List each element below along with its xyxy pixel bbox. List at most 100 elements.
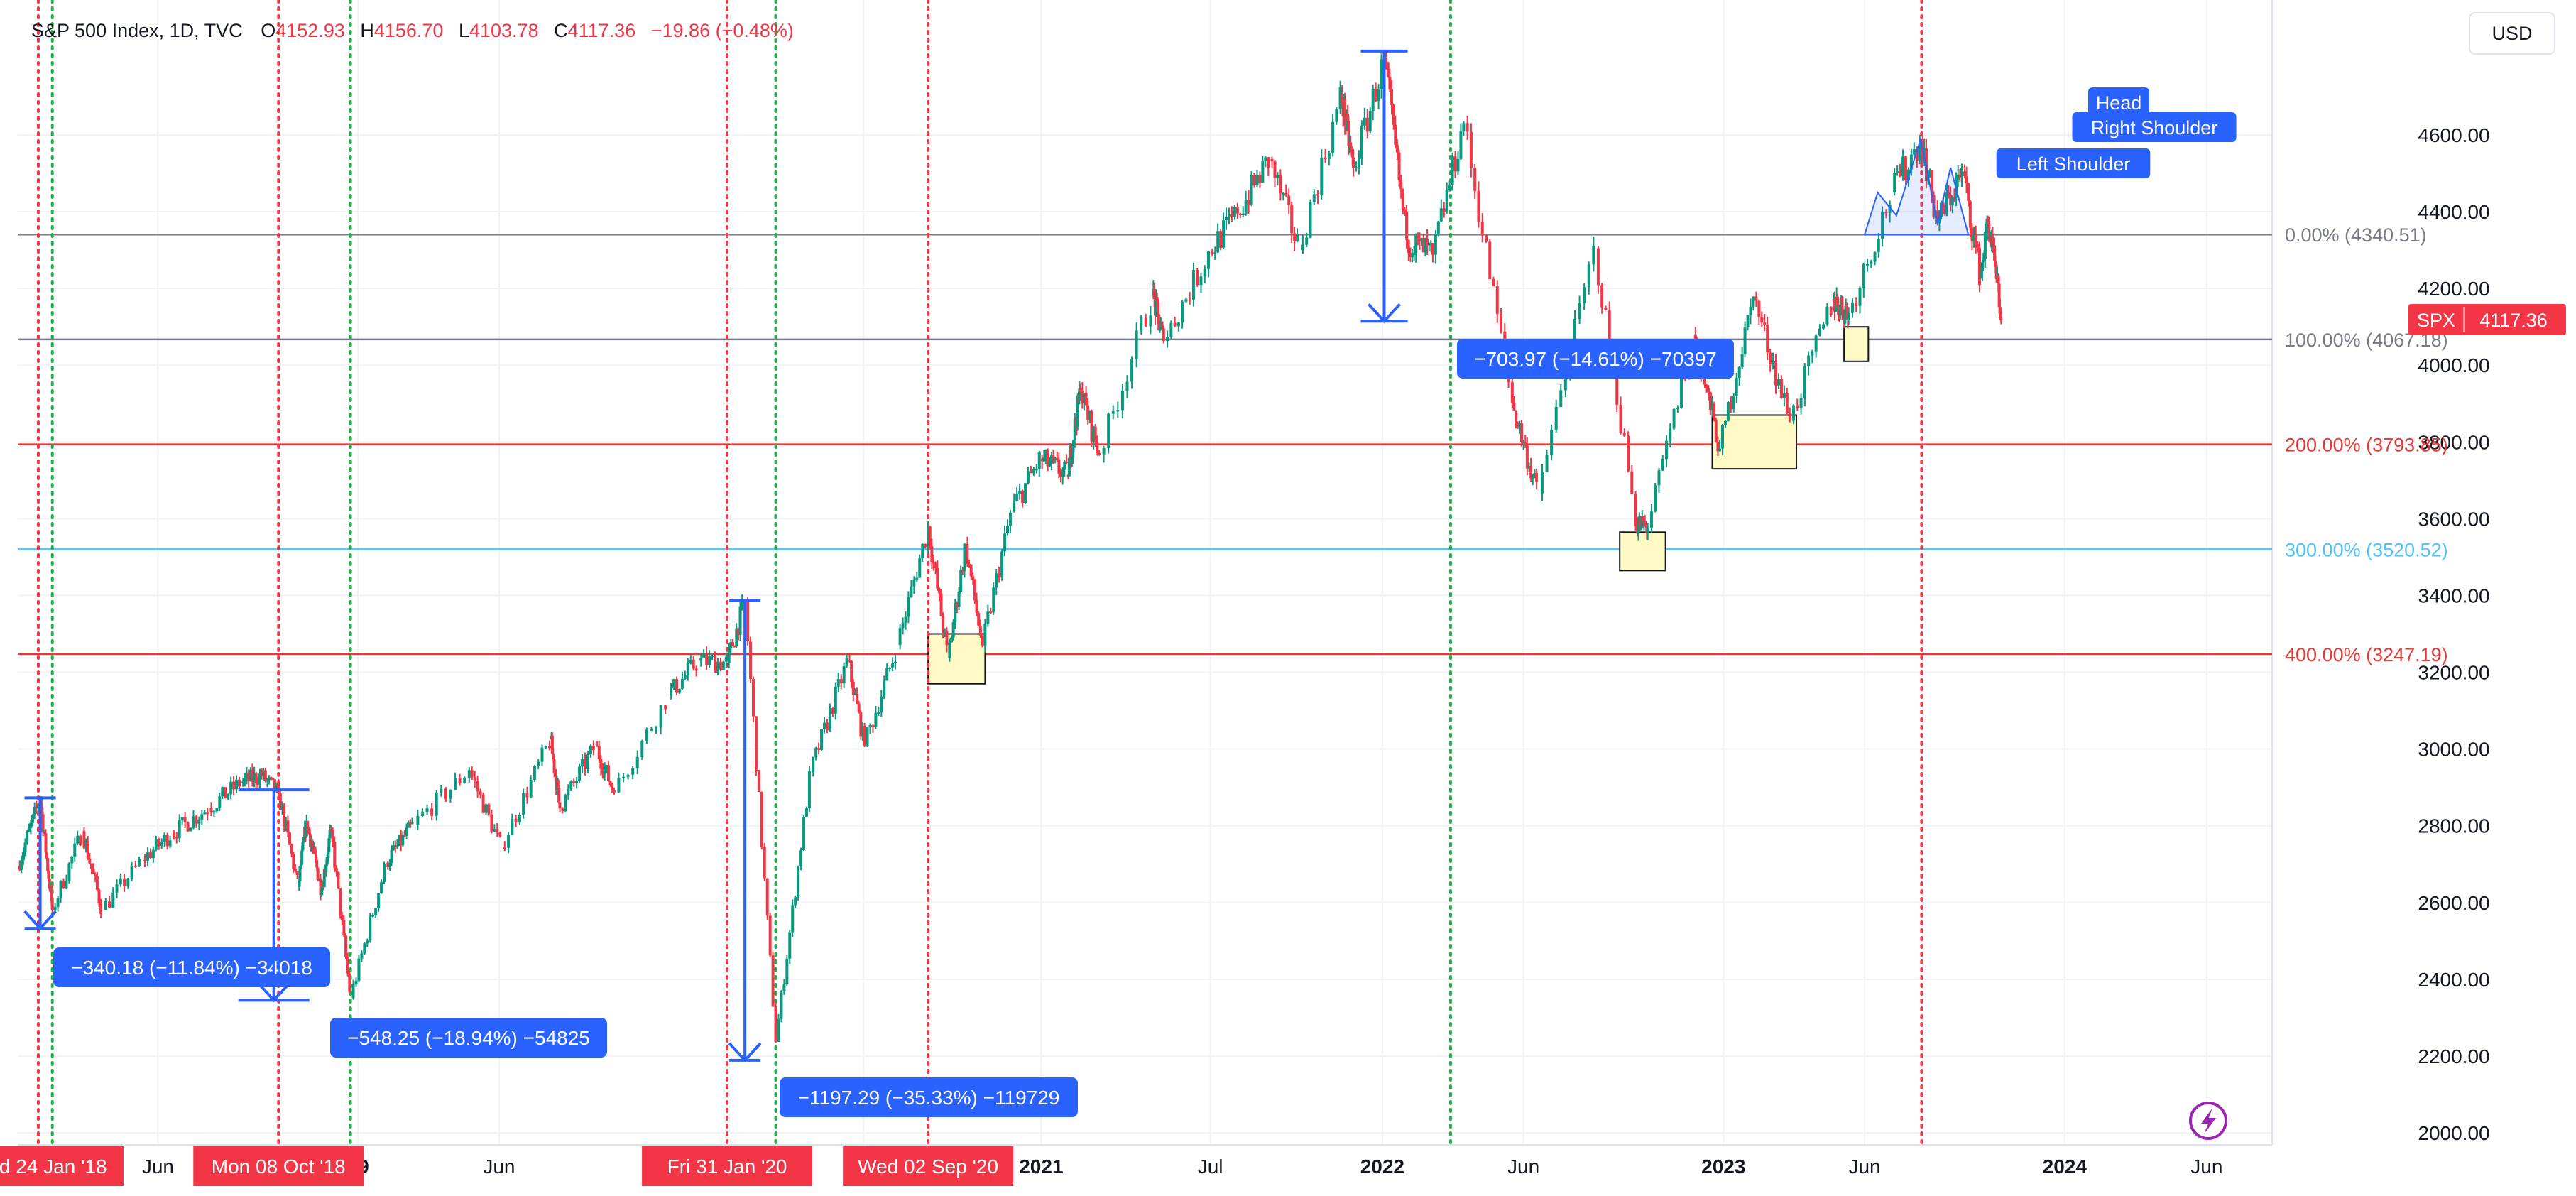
candle-body: [315, 859, 319, 868]
candle-body: [1144, 317, 1147, 327]
candle-body: [771, 955, 775, 1007]
badge-price: 4117.36: [2479, 310, 2548, 331]
candle-body: [1803, 366, 1806, 398]
candle-body: [857, 704, 861, 712]
candle-body: [301, 842, 305, 851]
candle-body: [853, 693, 857, 695]
candle-body: [1451, 156, 1454, 185]
candle-body: [245, 772, 249, 778]
candle-body: [918, 558, 922, 578]
candle-body: [1284, 192, 1288, 196]
candle-body: [249, 769, 252, 781]
candle-body: [1845, 305, 1849, 310]
candle-body: [59, 881, 62, 898]
candle-body: [1296, 234, 1299, 241]
candle-body: [1347, 121, 1350, 146]
currency-button[interactable]: USD: [2469, 12, 2555, 55]
lightning-icon[interactable]: [2189, 1102, 2227, 1140]
candle-body: [241, 781, 245, 783]
candle-body: [635, 756, 639, 768]
y-tick-label: 4000.00: [2418, 354, 2489, 376]
candle-body: [1834, 308, 1838, 312]
candle-body: [1448, 185, 1451, 190]
fib-level-label: 400.00% (3247.19): [2285, 644, 2448, 665]
candle-body: [266, 780, 269, 782]
candle-body: [380, 882, 383, 893]
candle-body: [1535, 473, 1539, 482]
candle-body: [1184, 299, 1188, 302]
pattern-outline: [1863, 136, 1970, 236]
candle-body: [894, 661, 897, 663]
candle-body: [572, 781, 576, 783]
candle-body: [650, 729, 653, 732]
candle-body: [1392, 104, 1395, 125]
candle-body: [280, 805, 284, 810]
candle-body: [842, 666, 846, 684]
candle-body: [1519, 423, 1523, 443]
candle-body: [322, 869, 326, 888]
y-tick-label: 3600.00: [2418, 508, 2489, 530]
x-tick-label: Jun: [1848, 1156, 1880, 1178]
candle-body: [1018, 490, 1022, 494]
candle-body: [293, 869, 297, 871]
candle-body: [1963, 171, 1966, 177]
date-badge: Fri 31 Jan '20: [667, 1156, 787, 1178]
candle-body: [53, 906, 57, 910]
candle-body: [1225, 217, 1228, 221]
candle-body: [686, 663, 689, 676]
candle-body: [1985, 219, 1989, 232]
candle-body: [1716, 442, 1720, 452]
candle-body: [948, 642, 951, 658]
candle-body: [224, 787, 227, 799]
candle-body: [817, 747, 821, 750]
candle-body: [1354, 167, 1358, 169]
candle-body: [435, 792, 438, 816]
candle-body: [123, 878, 126, 887]
candle-body: [1649, 511, 1653, 528]
candle-body: [1071, 444, 1075, 458]
candle-body: [94, 874, 97, 876]
candle-body: [1943, 208, 1947, 214]
candle-body: [1941, 202, 1945, 209]
candle-body: [1436, 221, 1440, 235]
candle-body: [1881, 212, 1884, 239]
candle-body: [348, 973, 351, 992]
x-tick-label: Jun: [1507, 1156, 1539, 1178]
candle-body: [1843, 309, 1847, 324]
candle-body: [973, 579, 976, 601]
candle-body: [1059, 473, 1063, 477]
candle-body: [1397, 152, 1401, 180]
candle-body: [1380, 59, 1383, 89]
candle-body: [1219, 231, 1223, 249]
candle-body: [398, 835, 401, 846]
close-value: 4117.36: [568, 20, 636, 41]
candle-body: [1160, 324, 1164, 326]
candle-body: [479, 791, 482, 795]
candle-body: [1559, 390, 1563, 407]
candle-body: [1301, 244, 1304, 251]
candle-body: [581, 759, 584, 767]
candle-body: [1833, 299, 1836, 312]
candle-body: [763, 847, 766, 879]
candle-body: [942, 616, 945, 634]
candle-body: [388, 863, 391, 867]
candle-body: [1866, 263, 1870, 266]
candle-body: [157, 839, 160, 846]
candle-body: [611, 784, 614, 790]
x-tick-label: Jun: [142, 1156, 174, 1178]
candle-body: [1264, 157, 1267, 161]
candle-body: [1838, 315, 1841, 317]
candle-body: [328, 830, 332, 839]
candle-body: [1858, 288, 1862, 306]
candle-body: [317, 879, 320, 881]
candle-body: [741, 600, 744, 607]
candle-body: [1161, 325, 1164, 329]
candle-body: [963, 543, 966, 572]
candle-body: [1324, 158, 1327, 160]
candle-body: [1252, 175, 1256, 186]
candle-body: [950, 637, 954, 643]
candle-body: [866, 727, 869, 746]
candle-body: [1837, 304, 1840, 315]
candle-body: [1054, 457, 1057, 460]
